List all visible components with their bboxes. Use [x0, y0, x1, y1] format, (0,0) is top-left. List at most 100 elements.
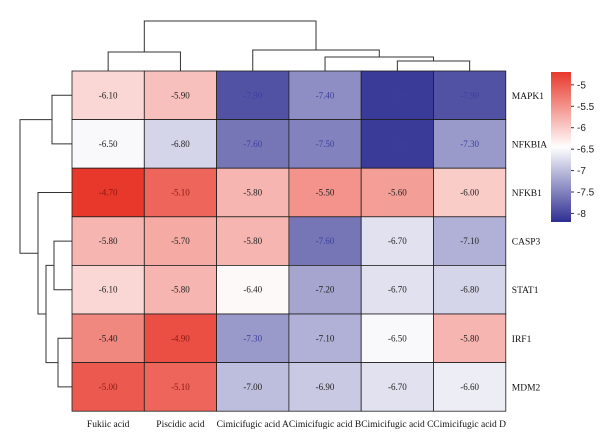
heatmap-cell	[433, 362, 507, 412]
heatmap-cell	[216, 216, 290, 266]
dendrogram-branch	[53, 240, 72, 291]
dendrogram-branch	[252, 49, 380, 71]
cell-value-label: -4.90	[171, 333, 190, 343]
cell-value-label: -5.80	[243, 236, 262, 246]
colorbar-tick-label: -6	[577, 123, 586, 134]
heatmap-cell	[360, 264, 434, 315]
cell-value-label: -8.10	[388, 90, 407, 100]
row-label: MDM2	[512, 383, 541, 393]
cell-value-label: -5.60	[388, 188, 407, 198]
cell-value-label: -6.60	[460, 382, 479, 392]
cell-value-label: -6.50	[388, 333, 407, 343]
row-label: CASP3	[512, 238, 541, 248]
colorbar-tick-label: -6.5	[577, 145, 595, 156]
heatmap-cell	[71, 313, 145, 363]
cell-value-label: -6.50	[99, 139, 118, 149]
heatmap-cell	[143, 119, 218, 169]
cell-value-label: -6.40	[243, 285, 262, 295]
cell-value-label: -6.10	[99, 285, 118, 295]
dendrogram-branch	[45, 264, 58, 364]
heatmap-cell	[360, 313, 434, 363]
heatmap-cell	[288, 362, 362, 412]
heatmap-cell	[433, 216, 507, 266]
column-labels: Fukiic acid Piscidic acid Cimicifugic acid…	[87, 419, 506, 430]
heatmap-cell	[71, 70, 145, 120]
cell-value-label: -7.10	[316, 333, 335, 343]
cell-value-label: -7.60	[243, 139, 262, 149]
row-labels: MAPK1 NFKBIA NFKB1 CASP3 STAT1 IRF1 MDM2	[512, 92, 548, 394]
column-label: Piscidic acid	[156, 420, 205, 430]
column-dendrogram	[107, 20, 471, 71]
colorbar-tick-label: -5	[577, 80, 586, 91]
dendrogram-branch	[51, 94, 72, 145]
heatmap-cell	[71, 362, 145, 412]
colorbar-gradient	[551, 72, 571, 222]
cell-value-label: -7.90	[243, 90, 262, 100]
cell-value-label: -5.80	[243, 188, 262, 198]
dendrogram-branch	[396, 60, 471, 71]
cell-value-label: -5.70	[171, 236, 190, 246]
cell-value-label: -7.20	[316, 285, 335, 295]
colorbar-tick-label: -7	[577, 166, 586, 177]
heatmap-cell	[71, 264, 145, 315]
row-dendrogram	[19, 94, 72, 388]
cell-value-label: -6.80	[171, 139, 190, 149]
heatmap-cell	[143, 216, 218, 266]
cell-value-label: -8.10	[388, 139, 407, 149]
colorbar-tick-label: -7.5	[577, 188, 595, 199]
dendrogram-branch	[143, 20, 317, 52]
cell-value-label: -5.40	[99, 333, 118, 343]
cell-value-label: -7.30	[243, 333, 262, 343]
heatmap-cell	[143, 362, 218, 412]
heatmap-cell	[288, 264, 362, 315]
column-label: Cimicifugic acid A	[217, 419, 289, 430]
heatmap-cell	[433, 70, 507, 120]
cell-value-label: -7.50	[316, 139, 335, 149]
cell-value-label: -6.90	[316, 382, 335, 392]
heatmap-cell	[143, 70, 218, 120]
heatmap-cells: -6.10 -5.90 -7.90 -7.40 -8.10 -7.90 -6.50 -6.80…	[71, 70, 507, 412]
cell-value-label: -5.90	[171, 90, 190, 100]
cell-value-label: -5.10	[171, 188, 190, 198]
heatmap-cell	[360, 167, 434, 218]
row-label: MAPK1	[512, 92, 544, 102]
cell-value-label: -6.70	[388, 285, 407, 295]
cell-value-label: -6.70	[388, 236, 407, 246]
cell-value-label: -7.90	[460, 90, 479, 100]
cell-value-label: -5.10	[171, 382, 190, 392]
row-label: STAT1	[512, 286, 539, 296]
heatmap-cell	[288, 70, 362, 120]
heatmap-cell	[433, 167, 507, 218]
heatmap-cell	[288, 167, 362, 218]
cell-value-label: -5.00	[99, 382, 118, 392]
heatmap-cell	[360, 216, 434, 266]
dendrogram-branch	[37, 192, 72, 315]
heatmap-cell	[288, 119, 362, 169]
dendrogram-branch	[107, 51, 181, 71]
cell-value-label: -6.10	[99, 90, 118, 100]
dendrogram-branch	[19, 119, 52, 254]
row-label: NFKBIA	[512, 140, 548, 150]
column-label: Cimicifugic acid B	[289, 419, 361, 430]
colorbar-tick-label: -5.5	[577, 102, 595, 113]
cell-value-label: -5.50	[316, 188, 335, 198]
heatmap-cell	[71, 167, 145, 218]
cell-value-label: -6.70	[388, 382, 407, 392]
cell-value-label: -7.30	[460, 139, 479, 149]
dendrogram-branch	[324, 56, 434, 71]
cell-value-label: -4.70	[99, 188, 118, 198]
row-label: NFKB1	[512, 189, 542, 199]
heatmap-cell	[433, 119, 507, 169]
heatmap-cell	[216, 264, 290, 315]
heatmap-cell	[360, 70, 434, 120]
heatmap-cell	[216, 362, 290, 412]
cell-value-label: -5.80	[460, 333, 479, 343]
cell-value-label: -5.80	[99, 236, 118, 246]
column-label: Cimicifugic acid C	[361, 419, 433, 430]
cell-value-label: -6.00	[460, 188, 479, 198]
cell-value-label: -7.60	[316, 236, 335, 246]
heatmap-cell	[71, 216, 145, 266]
heatmap-cell	[216, 70, 290, 120]
cell-value-label: -5.80	[171, 285, 190, 295]
